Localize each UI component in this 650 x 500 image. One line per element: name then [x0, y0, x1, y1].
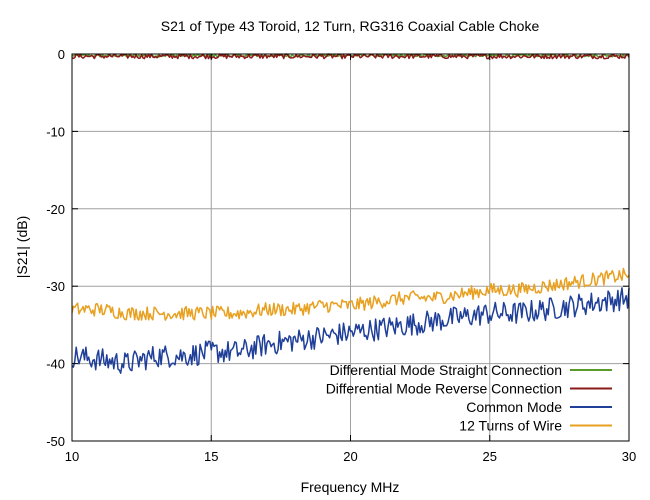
legend-label: Differential Mode Reverse Connection	[326, 381, 562, 397]
y-tick-label: -40	[46, 357, 65, 372]
series-line-3	[71, 267, 630, 321]
x-tick-label: 10	[65, 449, 79, 464]
y-tick-label: -50	[46, 434, 65, 449]
legend-label: Common Mode	[466, 399, 562, 415]
x-axis-label: Frequency MHz	[301, 479, 400, 495]
x-tick-label: 25	[483, 449, 497, 464]
x-tick-labels: 10 15 20 25 30	[65, 54, 636, 464]
legend-label: Differential Mode Straight Connection	[330, 362, 562, 378]
legend: Differential Mode Straight Connection Dif…	[326, 362, 612, 434]
y-tick-label: -10	[46, 124, 65, 139]
y-axis-label: |S21| (dB)	[14, 216, 30, 279]
x-tick-label: 15	[204, 449, 218, 464]
chart-title: S21 of Type 43 Toroid, 12 Turn, RG316 Co…	[161, 18, 540, 34]
legend-label: 12 Turns of Wire	[459, 418, 562, 434]
y-tick-label: 0	[58, 47, 65, 62]
x-tick-label: 30	[622, 449, 636, 464]
x-tick-label: 20	[343, 449, 357, 464]
y-tick-labels: 0 -10 -20 -30 -40 -50	[46, 47, 629, 449]
y-tick-label: -30	[46, 279, 65, 294]
series-line-2	[71, 287, 630, 374]
y-tick-label: -20	[46, 202, 65, 217]
